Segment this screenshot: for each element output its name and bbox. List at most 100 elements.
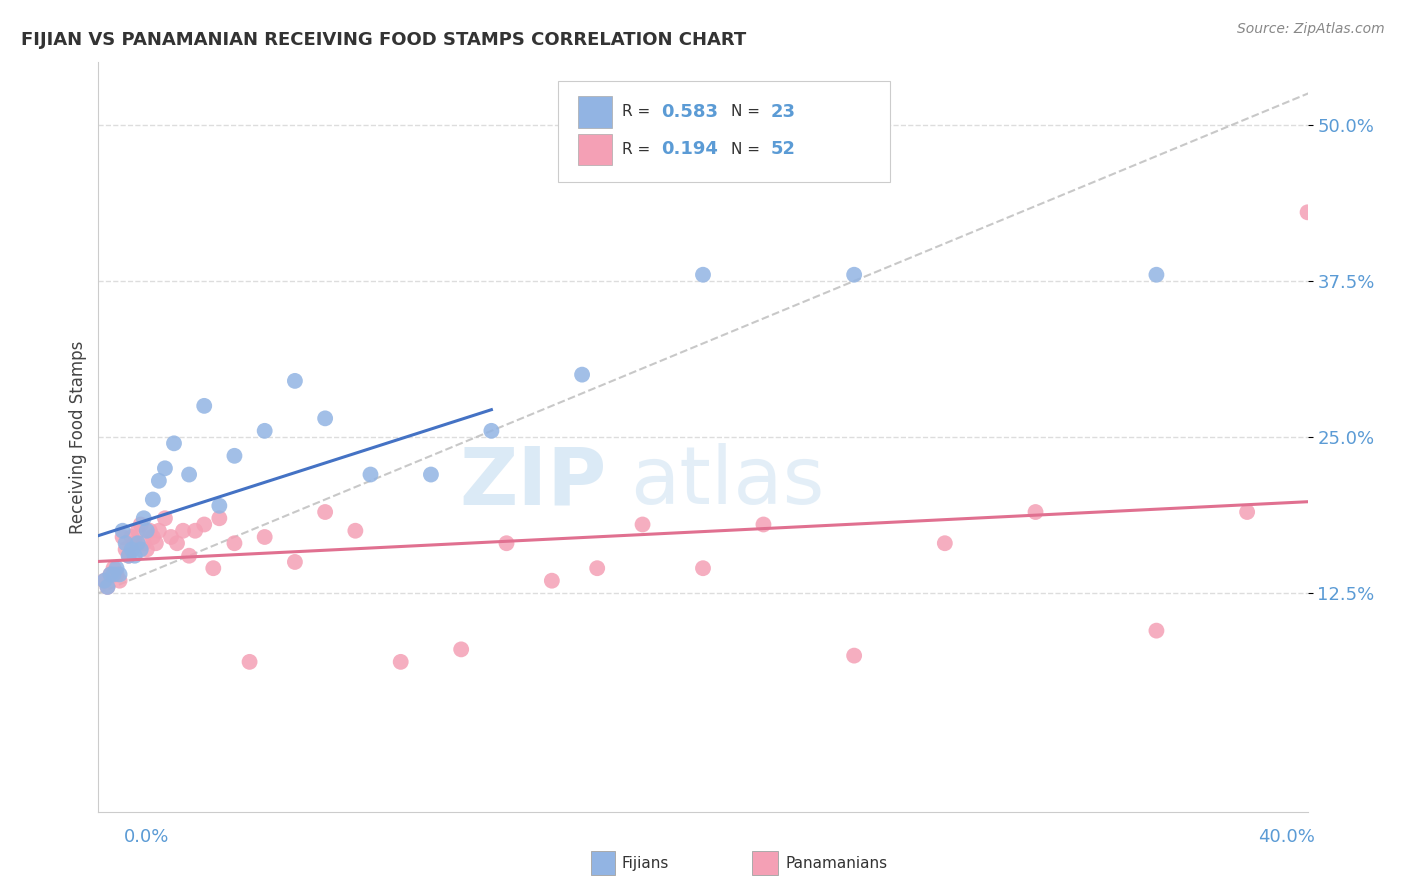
Text: atlas: atlas bbox=[630, 443, 825, 521]
Point bbox=[114, 536, 136, 550]
Point bbox=[1144, 624, 1167, 638]
Point bbox=[208, 511, 231, 525]
Text: N =: N = bbox=[731, 142, 765, 157]
Point bbox=[103, 567, 125, 582]
Point bbox=[118, 549, 141, 563]
Point bbox=[153, 461, 176, 475]
Point bbox=[1296, 205, 1319, 219]
Point bbox=[208, 499, 231, 513]
FancyBboxPatch shape bbox=[578, 134, 613, 165]
Y-axis label: Receiving Food Stamps: Receiving Food Stamps bbox=[69, 341, 87, 533]
Point bbox=[172, 524, 194, 538]
Point bbox=[127, 524, 149, 538]
Point bbox=[142, 530, 165, 544]
Text: 40.0%: 40.0% bbox=[1258, 828, 1315, 846]
Point bbox=[571, 368, 593, 382]
Point bbox=[93, 574, 115, 588]
Point bbox=[450, 642, 472, 657]
Point bbox=[121, 542, 143, 557]
Point bbox=[253, 424, 276, 438]
Point bbox=[132, 536, 155, 550]
Text: 23: 23 bbox=[770, 103, 796, 121]
Point bbox=[344, 524, 367, 538]
Point bbox=[142, 492, 165, 507]
Point bbox=[844, 648, 866, 663]
Point bbox=[481, 424, 503, 438]
Point bbox=[752, 517, 775, 532]
Point bbox=[692, 561, 714, 575]
Point bbox=[105, 561, 128, 575]
Point bbox=[1144, 268, 1167, 282]
Point bbox=[148, 474, 170, 488]
Point bbox=[239, 655, 262, 669]
Text: N =: N = bbox=[731, 104, 765, 120]
Point bbox=[844, 268, 866, 282]
Point bbox=[160, 530, 183, 544]
Point bbox=[360, 467, 382, 482]
Point bbox=[495, 536, 517, 550]
Text: R =: R = bbox=[621, 104, 655, 120]
Point bbox=[314, 505, 336, 519]
Point bbox=[129, 542, 152, 557]
Point bbox=[224, 449, 246, 463]
Point bbox=[692, 268, 714, 282]
Point bbox=[179, 549, 201, 563]
Text: 0.583: 0.583 bbox=[661, 103, 717, 121]
Point bbox=[111, 524, 134, 538]
Point bbox=[124, 549, 146, 563]
Point bbox=[1236, 505, 1258, 519]
Point bbox=[934, 536, 956, 550]
Point bbox=[631, 517, 654, 532]
Point bbox=[163, 436, 186, 450]
Point bbox=[586, 561, 609, 575]
Point bbox=[184, 524, 207, 538]
Point bbox=[1024, 505, 1046, 519]
Text: 52: 52 bbox=[770, 140, 796, 159]
Point bbox=[253, 530, 276, 544]
FancyBboxPatch shape bbox=[578, 96, 613, 128]
Point bbox=[153, 511, 176, 525]
Text: Source: ZipAtlas.com: Source: ZipAtlas.com bbox=[1237, 22, 1385, 37]
Point bbox=[127, 536, 149, 550]
Point bbox=[540, 574, 562, 588]
Point bbox=[114, 542, 136, 557]
Point bbox=[111, 530, 134, 544]
Point bbox=[96, 580, 118, 594]
Point bbox=[389, 655, 412, 669]
Point bbox=[103, 561, 125, 575]
Point bbox=[124, 536, 146, 550]
Text: ZIP: ZIP bbox=[458, 443, 606, 521]
Text: Fijians: Fijians bbox=[621, 855, 669, 871]
Text: 0.0%: 0.0% bbox=[124, 828, 169, 846]
Point bbox=[224, 536, 246, 550]
Point bbox=[108, 567, 131, 582]
Point bbox=[135, 524, 157, 538]
Point bbox=[202, 561, 225, 575]
Point bbox=[108, 574, 131, 588]
Point bbox=[193, 399, 215, 413]
Point bbox=[100, 567, 122, 582]
Point bbox=[118, 549, 141, 563]
FancyBboxPatch shape bbox=[591, 851, 616, 876]
Point bbox=[121, 530, 143, 544]
Point bbox=[166, 536, 188, 550]
Point bbox=[135, 542, 157, 557]
Point bbox=[96, 580, 118, 594]
Point bbox=[139, 524, 162, 538]
Text: FIJIAN VS PANAMANIAN RECEIVING FOOD STAMPS CORRELATION CHART: FIJIAN VS PANAMANIAN RECEIVING FOOD STAM… bbox=[21, 31, 747, 49]
Point bbox=[179, 467, 201, 482]
Point bbox=[148, 524, 170, 538]
FancyBboxPatch shape bbox=[558, 81, 890, 182]
Point bbox=[145, 536, 167, 550]
Text: 0.194: 0.194 bbox=[661, 140, 717, 159]
Point bbox=[193, 517, 215, 532]
Point bbox=[129, 517, 152, 532]
FancyBboxPatch shape bbox=[752, 851, 778, 876]
Point bbox=[284, 555, 307, 569]
Point bbox=[284, 374, 307, 388]
Point bbox=[93, 574, 115, 588]
Point bbox=[132, 511, 155, 525]
Point bbox=[100, 567, 122, 582]
Point bbox=[314, 411, 336, 425]
Text: R =: R = bbox=[621, 142, 655, 157]
